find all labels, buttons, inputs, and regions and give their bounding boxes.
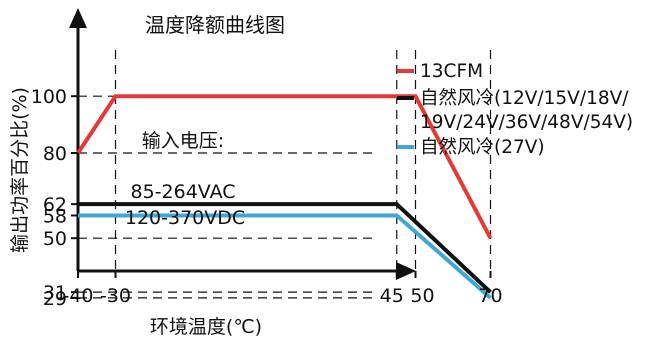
y-tick-label-50: 50 (43, 228, 67, 250)
series-line-0 (76, 94, 493, 240)
annotation-input-voltage: 输入电压: (142, 130, 224, 152)
x-tick-label--30: -30 (100, 285, 131, 307)
y-axis-label: 输出功率百分比(%) (9, 87, 31, 253)
axes (69, 8, 416, 280)
y-tick-label-62: 62 (43, 194, 67, 216)
series-lines (76, 94, 493, 300)
x-axis-arrow (396, 262, 416, 280)
legend-label-13cfm: 13CFM (420, 61, 483, 82)
y-tick-label-31: 31 (43, 282, 67, 304)
y-axis-arrow (69, 8, 87, 28)
annotation-dc-range: 120-370VDC (125, 207, 245, 229)
y-tick-label-58: 58 (43, 205, 67, 227)
x-axis-label: 环境温度(℃) (150, 316, 262, 338)
x-tick-label-70: 70 (478, 285, 502, 307)
legend-label-natural-line2: 19V/24V/36V/48V/54V) (420, 112, 633, 133)
legend-label-natural-line1: 自然风冷(12V/15V/18V/ (420, 88, 629, 109)
y-tick-label-80: 80 (43, 143, 67, 165)
x-tick-label--40: -40 (62, 285, 93, 307)
x-tick-label-45: 45 (380, 285, 404, 307)
y-tick-label-29: 29 (43, 288, 67, 310)
x-tick-label-50: 50 (410, 285, 434, 307)
legend-label-natural-27v: 自然风冷(27V) (420, 137, 545, 158)
series-line-1 (78, 202, 492, 294)
annotation-ac-range: 85-264VAC (130, 181, 235, 203)
chart-title: 温度降额曲线图 (145, 13, 285, 37)
legend: 13CFM 自然风冷(12V/15V/18V/ 19V/24V/36V/48V/… (397, 61, 633, 158)
y-tick-label-100: 100 (31, 86, 67, 108)
series-line-2 (78, 213, 492, 300)
